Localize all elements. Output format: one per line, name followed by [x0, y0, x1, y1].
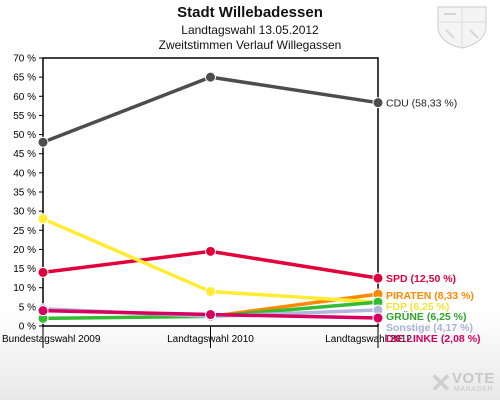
- series-end-label: SPD (12,50 %): [386, 273, 456, 285]
- vote-manager-logo: ✕ VOTE MANAGER: [428, 368, 498, 398]
- y-tick-label: 25 %: [13, 226, 36, 237]
- data-point: [37, 305, 49, 317]
- y-tick-label: 50 %: [13, 130, 36, 141]
- plot-frame: [42, 57, 379, 327]
- y-tick-label: 40 %: [13, 168, 36, 179]
- series-end-label: DIE LINKE (2,08 %): [386, 333, 481, 345]
- logo-x-icon: ✕: [430, 368, 452, 398]
- data-point: [205, 309, 216, 321]
- data-point: [372, 272, 384, 284]
- chart-title: Stadt Willebadessen: [177, 4, 323, 21]
- logo-subtext: MANAGER: [454, 386, 493, 393]
- y-tick-label: 70 %: [13, 54, 36, 65]
- x-tick-label: Landtagswahl 2010: [167, 334, 254, 345]
- data-point: [37, 213, 49, 225]
- y-tick-label: 0 %: [19, 322, 36, 333]
- chart-subtitle: Landtagswahl 13.05.2012: [181, 23, 319, 37]
- y-tick-label: 35 %: [13, 188, 36, 199]
- data-point: [205, 245, 216, 257]
- series-end-label: CDU (58,33 %): [386, 98, 457, 110]
- y-tick-label: 15 %: [13, 264, 36, 275]
- y-tick-label: 30 %: [13, 207, 36, 218]
- data-point: [205, 286, 216, 298]
- y-tick-label: 65 %: [13, 73, 36, 84]
- data-point: [372, 97, 384, 109]
- chart-subtitle-2: Zweitstimmen Verlauf Willegassen: [158, 38, 342, 52]
- series-end-label: PIRATEN (8,33 %): [386, 290, 474, 302]
- y-tick-label: 45 %: [13, 149, 36, 160]
- y-tick-label: 20 %: [13, 245, 36, 256]
- x-tick-label: Landtagswahl 2012: [325, 334, 412, 345]
- data-point: [372, 312, 384, 324]
- series-end-label: GRÜNE (6,25 %): [386, 310, 467, 323]
- y-tick-label: 10 %: [13, 283, 36, 294]
- coat-of-arms-icon: [437, 6, 487, 49]
- data-point: [37, 136, 49, 148]
- x-tick-label: Bundestagswahl 2009: [2, 334, 101, 345]
- series-end-label: Sonstige (4,17 %): [386, 322, 473, 334]
- data-point: [37, 266, 49, 278]
- series-end-label: FDP (6,25 %): [386, 301, 449, 313]
- y-tick-label: 5 %: [19, 302, 36, 313]
- data-point: [205, 71, 216, 83]
- y-tick-label: 60 %: [13, 92, 36, 103]
- y-tick-label: 55 %: [13, 111, 36, 122]
- series-line-cdu: [42, 75, 379, 144]
- logo-text: VOTE: [452, 370, 495, 387]
